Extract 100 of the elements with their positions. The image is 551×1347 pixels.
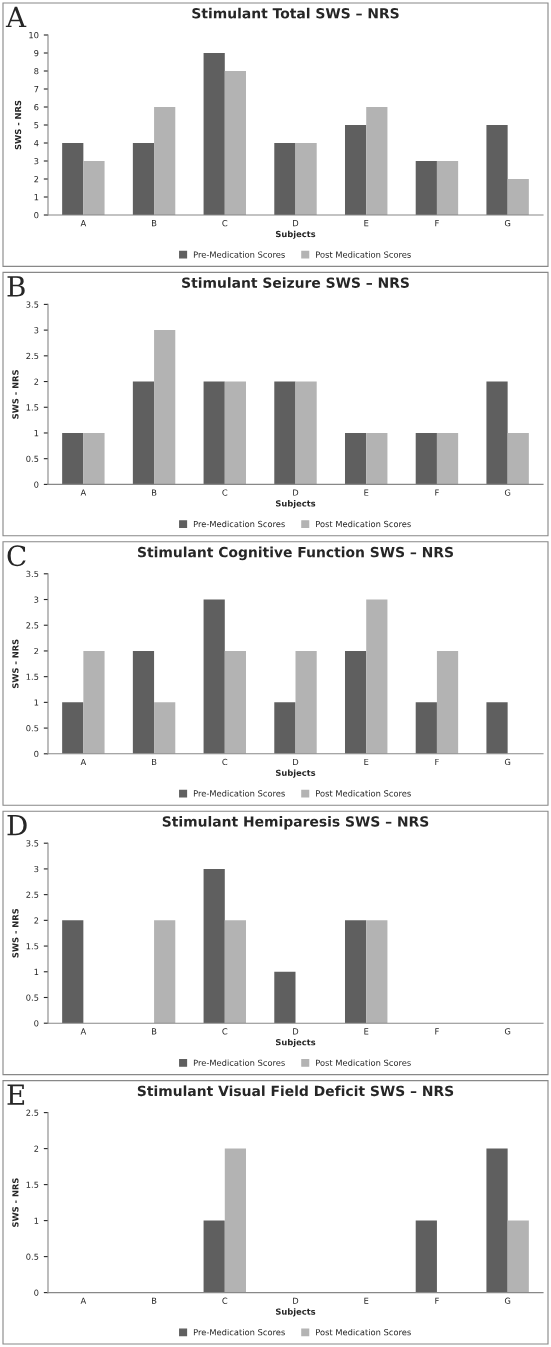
bar xyxy=(203,599,225,754)
x-tick-label: B xyxy=(152,758,157,765)
bar xyxy=(274,702,296,754)
bar xyxy=(203,381,225,485)
text: E xyxy=(7,1084,25,1105)
y-tick-label: 3 xyxy=(34,865,39,873)
y-tick-label: 1 xyxy=(34,699,39,706)
bar xyxy=(274,971,296,1024)
bar xyxy=(486,702,508,754)
y-tick-label: 3.5 xyxy=(26,840,39,847)
bar xyxy=(507,432,529,485)
legend-label: Post Medication Scores xyxy=(316,251,411,258)
chart-title: Stimulant Hemiparesis SWS – NRS xyxy=(162,815,429,830)
y-tick-label: 1.5 xyxy=(26,404,39,411)
bar xyxy=(366,107,388,215)
bar xyxy=(436,161,459,215)
x-tick-label: E xyxy=(364,1297,369,1304)
y-tick-label: 0.5 xyxy=(26,994,39,1001)
x-tick-label: D xyxy=(293,220,299,227)
x-tick-label: D xyxy=(293,1297,299,1304)
bar xyxy=(224,71,246,215)
y-tick-label: 2.5 xyxy=(26,622,39,629)
x-axis-title: Subjects xyxy=(275,500,316,509)
x-tick-label: B xyxy=(152,220,157,227)
bar xyxy=(83,432,105,485)
y-tick-label: 1 xyxy=(34,968,39,975)
chart-title: Stimulant Total SWS – NRS xyxy=(192,7,399,19)
x-tick-label: G xyxy=(504,220,511,227)
y-axis-title: SWS - NRS xyxy=(12,1178,19,1227)
y-tick-label: 0 xyxy=(34,1020,39,1027)
y-tick-label: 2.5 xyxy=(26,1109,39,1116)
x-tick-label: F xyxy=(435,758,439,765)
y-tick-label: 2 xyxy=(34,647,39,655)
x-tick-label: B xyxy=(152,489,157,496)
y-tick-label: 1 xyxy=(34,194,39,201)
bar xyxy=(83,650,105,754)
x-tick-label: A xyxy=(80,1028,87,1035)
y-tick-label: 1.5 xyxy=(26,1181,39,1188)
x-tick-label: C xyxy=(222,758,228,766)
x-tick-label: A xyxy=(80,1297,87,1304)
y-tick-label: 7 xyxy=(34,86,39,93)
bar xyxy=(345,650,367,754)
y-tick-label: 1 xyxy=(34,1217,39,1224)
y-axis-title: SWS - NRS xyxy=(12,370,19,419)
chart-title: Stimulant Cognitive Function SWS – NRS xyxy=(137,546,453,561)
x-tick-label: G xyxy=(504,1028,511,1035)
bar xyxy=(415,702,437,754)
bar xyxy=(295,143,317,215)
y-tick-label: 3 xyxy=(34,157,39,165)
y-tick-label: 3.5 xyxy=(26,570,39,578)
bar xyxy=(203,53,225,215)
bar xyxy=(274,143,296,215)
x-tick-label: C xyxy=(222,220,228,227)
y-axis-title: SWS - NRS xyxy=(12,908,19,958)
x-tick-label: D xyxy=(293,489,299,496)
y-tick-label: 0.5 xyxy=(26,455,39,462)
bar xyxy=(203,868,225,1024)
bar xyxy=(415,161,437,215)
y-tick-label: 3 xyxy=(34,596,39,603)
legend-label: Pre-Medication Scores xyxy=(193,251,285,258)
y-tick-label: 5 xyxy=(34,122,39,129)
bar xyxy=(345,125,367,215)
bar xyxy=(62,920,84,1024)
bar xyxy=(507,179,529,215)
bar xyxy=(486,381,508,485)
bar xyxy=(154,920,176,1024)
y-tick-label: 0 xyxy=(34,211,39,219)
chart-title: Stimulant Seizure SWS – NRS xyxy=(182,277,409,288)
x-tick-label: F xyxy=(435,489,439,496)
bar xyxy=(224,381,246,485)
y-tick-label: 2 xyxy=(34,175,39,183)
x-tick-label: C xyxy=(222,489,228,496)
bar xyxy=(224,920,246,1024)
x-tick-label: F xyxy=(435,1297,439,1304)
x-axis-title: Subjects xyxy=(275,1308,316,1317)
y-tick-label: 9 xyxy=(34,49,39,57)
y-tick-label: 6 xyxy=(34,103,39,111)
text: C xyxy=(7,545,26,567)
bar xyxy=(366,920,388,1024)
bar xyxy=(366,599,388,754)
y-tick-label: 0 xyxy=(34,1289,39,1296)
y-tick-label: 2 xyxy=(34,917,39,924)
x-tick-label: A xyxy=(80,220,87,227)
x-axis-title: Subjects xyxy=(275,1038,316,1048)
bar xyxy=(154,702,176,754)
y-tick-label: 2 xyxy=(34,378,39,385)
bar xyxy=(486,125,508,215)
text: D xyxy=(7,815,27,836)
legend-label: Pre-Medication Scores xyxy=(193,1059,285,1066)
x-tick-label: D xyxy=(293,758,299,765)
bar xyxy=(132,381,155,485)
bar xyxy=(274,381,296,485)
bar xyxy=(224,650,246,754)
bar xyxy=(436,432,459,485)
x-tick-label: A xyxy=(80,489,87,496)
x-axis-title: Subjects xyxy=(275,230,316,239)
x-tick-label: E xyxy=(364,220,369,227)
bar xyxy=(415,432,437,485)
bar xyxy=(436,650,459,754)
y-axis-title: SWS - NRS xyxy=(14,100,22,150)
